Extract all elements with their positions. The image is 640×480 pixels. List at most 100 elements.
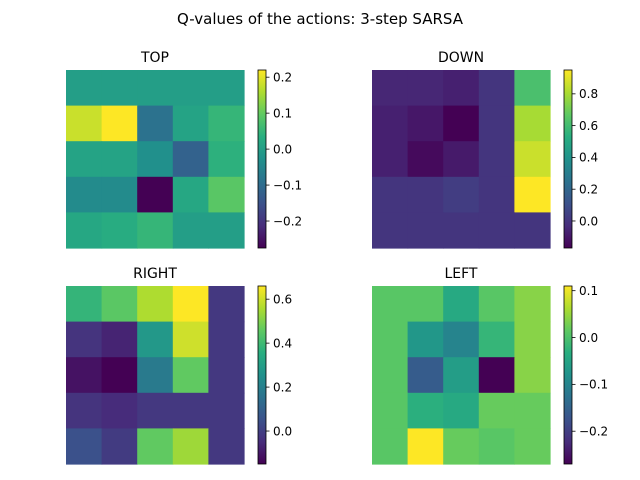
heatmap-cell xyxy=(478,286,515,323)
heatmap-cell xyxy=(137,70,174,107)
colorbar-tick-label: −0.1 xyxy=(273,178,302,192)
heatmap-cell xyxy=(208,176,245,213)
heatmap-panel-down: DOWN 0.8 0.6 0.4 0.2 0.0 xyxy=(372,50,598,249)
heatmap-cell xyxy=(372,357,409,394)
heatmap-cell xyxy=(443,357,480,394)
heatmap-cell xyxy=(443,176,480,213)
heatmap-cell xyxy=(101,392,138,429)
heatmap-cell xyxy=(172,212,209,249)
heatmap-cell xyxy=(372,105,409,142)
heatmap-cell xyxy=(208,141,245,178)
heatmap-cell xyxy=(478,392,515,429)
heatmap-cell xyxy=(443,141,480,178)
colorbar-tick-label: −0.1 xyxy=(579,378,608,392)
heatmap-cell xyxy=(66,105,103,142)
heatmap-cell xyxy=(172,105,209,142)
heatmap-cell xyxy=(514,357,551,394)
colorbar-tick-label: 0.0 xyxy=(579,331,598,345)
heatmap-cell xyxy=(172,70,209,107)
heatmap-cell xyxy=(66,286,103,323)
colorbar-tick-label: 0.0 xyxy=(579,214,598,228)
heatmap-cell xyxy=(101,286,138,323)
heatmap-cell xyxy=(137,428,174,465)
heatmap-cell xyxy=(372,286,409,323)
heatmap-cell xyxy=(101,321,138,358)
colorbar-tick-label: 0.1 xyxy=(579,284,598,298)
panel-title: TOP xyxy=(140,50,169,66)
heatmap-cell xyxy=(407,321,444,358)
heatmap-cell xyxy=(172,428,209,465)
heatmap-cell xyxy=(443,70,480,107)
heatmap-cell xyxy=(66,428,103,465)
heatmap-cell xyxy=(137,176,174,213)
heatmap-cell xyxy=(208,286,245,323)
colorbar-tick-label: 0.6 xyxy=(273,292,292,306)
panel-title: RIGHT xyxy=(133,266,177,282)
heatmap-cell xyxy=(66,212,103,249)
heatmap-cell xyxy=(514,321,551,358)
heatmap-cell xyxy=(208,392,245,429)
heatmap-cell xyxy=(443,321,480,358)
heatmap-cell xyxy=(208,428,245,465)
heatmap-cell xyxy=(101,357,138,394)
heatmap-cell xyxy=(101,428,138,465)
heatmap-cell xyxy=(443,428,480,465)
heatmap-cell xyxy=(372,176,409,213)
heatmap-panel-right: RIGHT 0.6 0.4 0.2 0.0 xyxy=(66,266,292,465)
heatmap-cell xyxy=(101,212,138,249)
heatmap-cell xyxy=(208,70,245,107)
heatmap-cell xyxy=(514,428,551,465)
heatmap-cell xyxy=(514,392,551,429)
heatmap-cell xyxy=(172,321,209,358)
heatmap-cell xyxy=(172,141,209,178)
heatmap-panel-left: LEFT 0.1 0.0 −0.1 −0.2 xyxy=(372,266,608,465)
colorbar-gradient xyxy=(257,285,267,465)
heatmap-cell xyxy=(172,176,209,213)
heatmap-cell xyxy=(208,321,245,358)
heatmap-cell xyxy=(66,321,103,358)
colorbar: 0.6 0.4 0.2 0.0 xyxy=(257,285,292,465)
heatmap-cell xyxy=(137,286,174,323)
heatmap-cell xyxy=(137,357,174,394)
heatmap-cell xyxy=(208,105,245,142)
heatmap-cell xyxy=(66,176,103,213)
figure-title: Q-values of the actions: 3-step SARSA xyxy=(177,10,464,28)
heatmap-cell xyxy=(407,212,444,249)
heatmap-cell xyxy=(407,428,444,465)
panel-title: DOWN xyxy=(438,50,484,66)
heatmap-cell xyxy=(208,357,245,394)
heatmap-cell xyxy=(372,212,409,249)
colorbar: 0.1 0.0 −0.1 −0.2 xyxy=(563,284,608,465)
heatmap-cell xyxy=(478,70,515,107)
heatmap-cell xyxy=(514,141,551,178)
heatmap-cell xyxy=(101,141,138,178)
heatmap-cell xyxy=(372,321,409,358)
colorbar-tick-label: 0.2 xyxy=(273,70,292,84)
colorbar-tick-label: 0.8 xyxy=(579,87,598,101)
colorbar-tick-label: 0.6 xyxy=(579,119,598,133)
heatmap-cell xyxy=(407,392,444,429)
colorbar-tick-label: 0.2 xyxy=(273,380,292,394)
heatmap-cell xyxy=(407,357,444,394)
heatmap-cell xyxy=(407,286,444,323)
heatmap-panels: TOP0.20.10.0−0.1−0.2DOWN0.80.60.40.20.0R… xyxy=(66,50,608,465)
heatmap-cell xyxy=(407,141,444,178)
colorbar-tick-label: −0.2 xyxy=(273,214,302,228)
heatmap-cell xyxy=(172,357,209,394)
colorbar-tick-label: −0.2 xyxy=(579,425,608,439)
heatmap-cell xyxy=(407,105,444,142)
colorbar-tick-label: 0.4 xyxy=(579,151,598,165)
colorbar: 0.2 0.1 0.0 −0.1 −0.2 xyxy=(257,69,302,249)
heatmap-cell xyxy=(478,212,515,249)
heatmap-cell xyxy=(478,321,515,358)
colorbar-gradient xyxy=(563,285,573,465)
heatmap-cell xyxy=(172,392,209,429)
heatmap-cell xyxy=(478,141,515,178)
panel-title: LEFT xyxy=(444,266,477,282)
heatmap-cell xyxy=(514,286,551,323)
heatmap-cell xyxy=(478,176,515,213)
heatmap-cell xyxy=(66,392,103,429)
colorbar-gradient xyxy=(257,69,267,249)
heatmap-cell xyxy=(443,105,480,142)
heatmap-cell xyxy=(478,428,515,465)
